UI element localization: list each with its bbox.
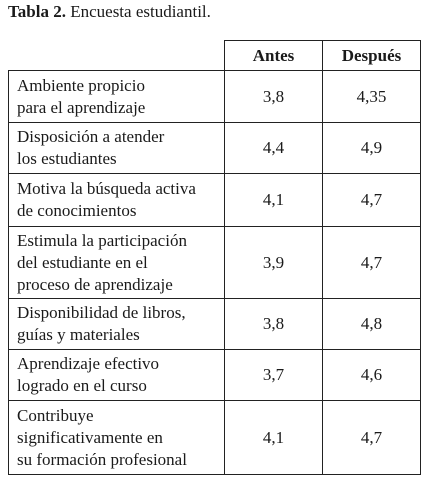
label-line: del estudiante en el (17, 252, 148, 272)
label-line: proceso de aprendizaje (17, 274, 173, 294)
row: Motiva la búsqueda activa de conocimiento… (8, 173, 421, 227)
row: Disposición a atender los estudiantes 4,4 4… (8, 122, 421, 174)
value-cell: 4,7 (322, 173, 421, 227)
label-line: Aprendizaje efectivo (17, 354, 160, 373)
value-cell: 4,7 (322, 226, 421, 299)
row-label: Disponibilidad de libros, guías y materia… (8, 298, 225, 350)
value-cell: 4,35 (322, 70, 421, 123)
row: Ambiente propicio para el aprendizaje 3,8 4… (8, 70, 421, 123)
label-line: logrado en el curso (17, 376, 147, 395)
header-blank (8, 40, 225, 71)
caption-text: Encuesta estudiantil. (70, 2, 211, 21)
caption-label: Tabla 2. (8, 2, 66, 21)
table: Antes Después Ambiente propicio para el a… (8, 40, 421, 475)
caption: Tabla 2. Encuesta estudiantil. (8, 2, 211, 22)
label-line: Disposición a atender (17, 127, 165, 146)
value-cell: 3,9 (224, 226, 323, 299)
row: Estimula la participación del estudiante … (8, 226, 421, 299)
label-line: significativamente en (17, 427, 163, 447)
label-line: Ambiente propicio (17, 75, 145, 95)
label-line: para el aprendizaje (17, 97, 146, 117)
row-label: Aprendizaje efectivo logrado en el curso (8, 349, 225, 401)
value-cell: 4,7 (322, 400, 421, 475)
header-cell: Antes (224, 40, 323, 71)
label-line: de conocimientos (17, 201, 137, 220)
row: Disponibilidad de libros, guías y materia… (8, 298, 421, 350)
label-line: Disponibilidad de libros, (17, 303, 186, 322)
value-cell: 4,1 (224, 173, 323, 227)
value-cell: 4,6 (322, 349, 421, 401)
label-line: guías y materiales (17, 325, 140, 344)
value-cell: 4,9 (322, 122, 421, 174)
value-cell: 4,1 (224, 400, 323, 475)
value-cell: 4,8 (322, 298, 421, 350)
value-cell: 4,4 (224, 122, 323, 174)
value-cell: 3,8 (224, 298, 323, 350)
header-cell: Después (322, 40, 421, 71)
label-line: Estimula la participación (17, 230, 187, 250)
row-label: Contribuye significativamente en su formac… (8, 400, 225, 475)
row-label: Ambiente propicio para el aprendizaje (8, 70, 225, 123)
row: Contribuye significativamente en su formac… (8, 400, 421, 475)
label-line: los estudiantes (17, 149, 117, 168)
table-body: Ambiente propicio para el aprendizaje 3,8 4… (8, 70, 421, 475)
label-line: Contribuye (17, 405, 94, 425)
value-cell: 3,7 (224, 349, 323, 401)
label-line: su formación profesional (17, 449, 187, 469)
row-label: Disposición a atender los estudiantes (8, 122, 225, 174)
row-label: Estimula la participación del estudiante … (8, 226, 225, 299)
value-cell: 3,8 (224, 70, 323, 123)
row: Aprendizaje efectivo logrado en el curso 3… (8, 349, 421, 401)
header-row: Antes Después (8, 40, 421, 71)
row-label: Motiva la búsqueda activa de conocimiento… (8, 173, 225, 227)
label-line: Motiva la búsqueda activa (17, 179, 196, 198)
